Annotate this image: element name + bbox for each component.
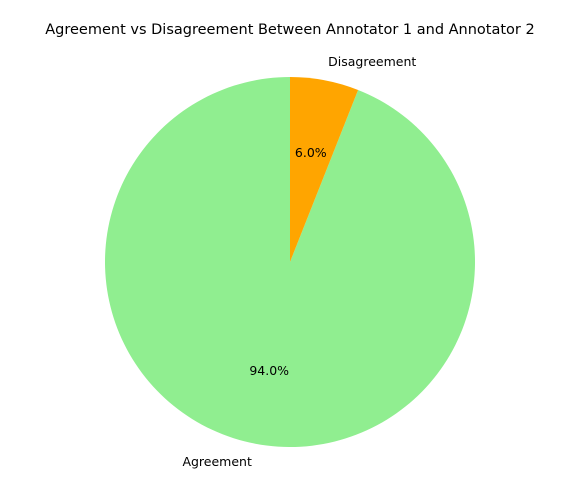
slice-label-agreement: Agreement xyxy=(182,454,252,469)
slice-percent-agreement: 94.0% xyxy=(249,363,289,378)
pie-slices xyxy=(105,77,475,447)
slice-percent-disagreement: 6.0% xyxy=(295,145,327,160)
slice-label-disagreement: Disagreement xyxy=(328,54,416,69)
chart-title: Agreement vs Disagreement Between Annota… xyxy=(45,22,534,38)
